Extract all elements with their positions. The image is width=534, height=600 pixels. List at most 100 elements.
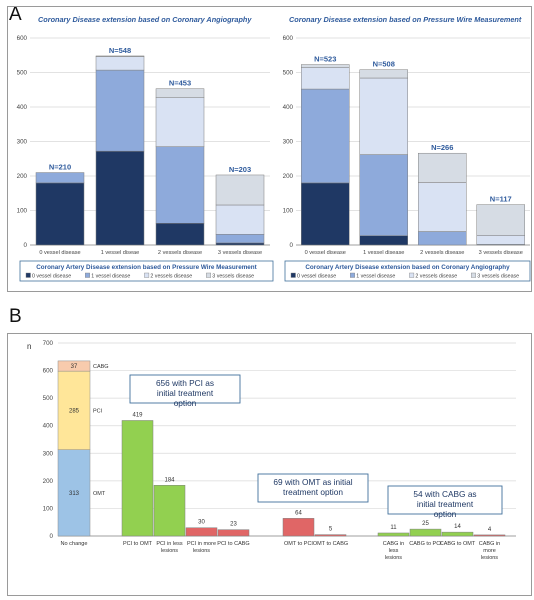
bar-value-label: 5 [329, 527, 333, 533]
x-tick-label-line: PCI in less [156, 541, 183, 547]
x-tick-label: CABG in less lesions [383, 541, 404, 561]
stacked-bar-segment [215, 204, 265, 235]
x-tick-label-line: PCI to CABG [217, 541, 249, 547]
y-tick-label: 400 [283, 104, 294, 111]
segment-name-label: PCI [93, 408, 103, 414]
bar-total-label: N=117 [490, 195, 512, 204]
bar [409, 528, 442, 537]
stacked-bar-segment [155, 146, 205, 224]
bar-total-label: N=453 [169, 79, 191, 88]
bar-value-label: 184 [164, 477, 175, 483]
annotation-text-line: initial treatment [417, 499, 474, 509]
legend-box [284, 260, 531, 282]
bar-value-label: 4 [488, 527, 492, 533]
x-tick-label: 3 vessels disease [479, 250, 523, 256]
y-tick-label: 200 [43, 478, 54, 485]
stacked-bar-segment [215, 234, 265, 244]
x-tick-label: 3 vessels disease [218, 250, 262, 256]
stacked-bar-segment [155, 223, 205, 246]
stacked-bar-segment [301, 64, 350, 68]
stacked-bar-segment [359, 235, 408, 246]
stacked-bar-segment [359, 154, 408, 236]
stacked-bar-segment [301, 67, 350, 90]
x-tick-label: PCI in more lesions [187, 541, 216, 554]
bar [473, 534, 506, 537]
y-tick-label: 700 [43, 340, 54, 347]
annotation-text-line: treatment option [283, 487, 343, 497]
x-tick-label-line: less [389, 548, 399, 554]
panel-label-b: B [9, 306, 22, 327]
annotation-text-line: option [174, 398, 197, 408]
bar [217, 529, 250, 537]
annotation-text: 69 with OMT as initial treatment option [273, 477, 352, 497]
bar-total-label: N=523 [314, 55, 336, 64]
y-tick-label: 100 [43, 505, 54, 512]
stacked-bar-segment [476, 235, 525, 245]
legend-entry: 2 vessels disease [150, 274, 192, 280]
bar-total-label: N=548 [109, 46, 131, 55]
bar-value-label: 419 [132, 412, 143, 418]
x-tick-label: CABG in more lesions [479, 541, 500, 561]
legend-swatch [84, 272, 90, 278]
stacked-bar-segment [95, 56, 145, 71]
x-tick-label: 0 vessel disease [39, 250, 80, 256]
bar-value-label: 30 [198, 520, 205, 526]
x-tick-label-line: more [483, 548, 496, 554]
annotation-text-line: 656 with PCI as [156, 378, 214, 388]
legend-title: Coronary Artery Disease extension based … [305, 264, 510, 271]
legend-entry: 2 vessels disease [415, 274, 457, 280]
stacked-bar-segment [35, 182, 85, 246]
x-tick-label: 2 vessels disease [158, 250, 202, 256]
bar-total-label: N=508 [373, 60, 395, 69]
legend-swatch [25, 272, 31, 278]
bar [377, 532, 410, 537]
annotation-text-line: initial treatment [157, 388, 214, 398]
x-tick-label: PCI to CABG [217, 541, 249, 547]
stacked-bar-segment [418, 182, 467, 232]
y-tick-label: 300 [283, 139, 294, 146]
y-tick-label: 400 [17, 104, 28, 111]
legend-entry: 3 vessels disease [212, 274, 254, 280]
annotation-box [129, 374, 241, 404]
panel-b-frame [7, 333, 532, 596]
legend-swatch [144, 272, 150, 278]
stacked-bar-segment [215, 242, 265, 246]
x-tick-label: 2 vessels disease [420, 250, 464, 256]
y-tick-label: 100 [283, 208, 294, 215]
stacked-bar-segment [95, 69, 145, 152]
segment-value-label: 37 [71, 364, 78, 370]
x-tick-label-line: OMT to PCI [284, 541, 313, 547]
stacked-bar-segment [418, 152, 467, 183]
y-tick-label: 0 [50, 533, 54, 540]
x-tick-label: 1 vessel diseae [101, 250, 140, 256]
panel-label-a: A [9, 4, 22, 25]
bar [153, 485, 186, 537]
legend-entry: 0 vessel disease [297, 274, 336, 280]
bar-value-label: 14 [454, 524, 461, 530]
stacked-bar-segment [95, 55, 145, 57]
stacked-bar-segment [155, 88, 205, 98]
y-tick-label: 0 [290, 242, 294, 249]
x-tick-label-line: lesions [193, 548, 210, 554]
annotation-box [257, 473, 369, 503]
legend-entry: 0 vessel disease [32, 274, 71, 280]
annotation-text-line: 54 with CABG as [413, 489, 476, 499]
legend-swatch [290, 272, 296, 278]
y-tick-label: 500 [17, 70, 28, 77]
bar [282, 518, 315, 537]
y-tick-label: 500 [43, 395, 54, 402]
segment-name-label: OMT [93, 491, 106, 497]
x-tick-label: No change [60, 541, 87, 547]
legend-entry: 1 vessel disease [91, 274, 130, 280]
y-tick-label: 200 [17, 173, 28, 180]
y-tick-label: 200 [283, 173, 294, 180]
y-tick-label: 400 [43, 423, 54, 430]
segment-value-label: 285 [69, 408, 80, 414]
bar-value-label: 64 [295, 510, 302, 516]
x-tick-label-line: CABG to OMT [440, 541, 476, 547]
annotation-text-line: 69 with OMT as initial [273, 477, 352, 487]
x-tick-label: PCI in less lesions [156, 541, 183, 554]
x-tick-label-line: CABG to PCI [409, 541, 442, 547]
annotation-text-line: option [434, 509, 457, 519]
